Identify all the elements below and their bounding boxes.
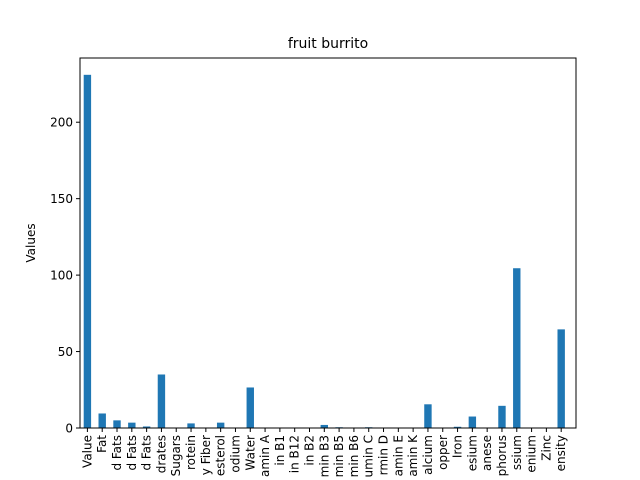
bar-3: [128, 422, 136, 428]
x-tick-label-24: opper: [436, 435, 450, 470]
bar-11: [246, 387, 254, 428]
x-tick-label-23: alcium: [421, 435, 435, 475]
bar-29: [513, 268, 521, 428]
x-tick-label-4: d Fats: [140, 435, 154, 471]
bar-1: [98, 413, 106, 428]
x-tick-label-16: min B3: [317, 435, 331, 477]
bar-0: [83, 74, 92, 428]
x-tick-label-9: esterol: [214, 435, 228, 476]
bar-7: [187, 423, 195, 428]
y-tick-label-2: 100: [50, 269, 73, 283]
x-tick-label-17: min B5: [332, 435, 346, 477]
x-tick-label-30: enium: [525, 435, 539, 473]
x-tick-label-8: y Fiber: [199, 435, 213, 475]
x-tick-label-2: d Fats: [110, 435, 124, 471]
bar-28: [498, 405, 506, 428]
bar-26: [468, 416, 477, 428]
x-tick-label-15: in B2: [302, 435, 316, 466]
x-tick-label-10: odium: [228, 435, 242, 473]
bar-32: [557, 329, 565, 428]
x-tick-label-25: Iron: [451, 435, 465, 458]
y-tick-label-0: 0: [65, 422, 73, 436]
plot-frame: [79, 57, 577, 429]
bar-9: [216, 422, 225, 428]
x-tick-label-29: ssium: [510, 435, 524, 470]
y-tick-label-1: 50: [58, 345, 73, 359]
x-tick-label-18: min B6: [347, 435, 361, 477]
x-tick-label-7: rotein: [184, 435, 198, 470]
x-tick-label-21: amin E: [391, 435, 405, 476]
chart-title: fruit burrito: [288, 36, 368, 52]
x-tick-label-6: Sugars: [169, 435, 183, 476]
x-tick-label-3: d Fats: [125, 435, 139, 471]
x-tick-label-22: amin K: [406, 434, 420, 477]
x-tick-label-11: Water: [243, 435, 257, 471]
y-tick-label-4: 200: [50, 116, 73, 130]
y-axis-label: Values: [24, 223, 38, 262]
x-tick-label-5: drates: [154, 435, 168, 473]
x-tick-label-31: Zinc: [539, 435, 553, 461]
bar-4: [142, 426, 151, 428]
bar-25: [453, 426, 462, 428]
bar-23: [424, 404, 432, 428]
x-tick-label-27: anese: [480, 435, 494, 471]
bars-group: [83, 74, 565, 428]
x-tick-label-1: Fat: [95, 435, 109, 453]
bar-2: [113, 420, 121, 428]
bar-5: [157, 374, 166, 428]
x-tick-label-19: umin C: [362, 435, 376, 477]
x-axis: Value Fat d Fats d Fats d Fats drates Sugars ro…: [80, 428, 568, 477]
x-tick-label-12: amin A: [258, 434, 272, 477]
x-tick-label-14: in B12: [288, 435, 302, 473]
x-tick-label-26: esium: [465, 435, 479, 471]
x-tick-label-20: rmin D: [377, 435, 391, 475]
y-tick-label-3: 150: [50, 192, 73, 206]
x-tick-label-32: ensity: [554, 435, 568, 471]
bar-16: [320, 424, 328, 428]
x-tick-label-28: phorus: [495, 435, 509, 476]
x-tick-label-0: Value: [80, 435, 94, 468]
y-axis: 0 50 100 150 200: [50, 116, 80, 436]
x-tick-label-13: in B1: [273, 435, 287, 466]
